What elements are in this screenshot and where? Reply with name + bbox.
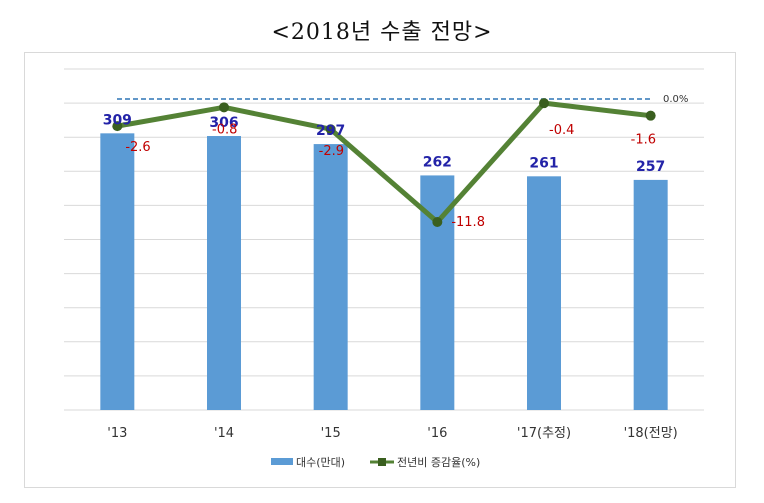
line-marker	[219, 102, 229, 113]
bar-value-label: 261	[529, 155, 558, 171]
line-marker	[432, 217, 443, 227]
x-axis-ticks: '13 '14 '15 '16 '17(추정) '18(전망)	[107, 426, 677, 441]
x-tick-label: '14	[214, 426, 234, 441]
line-value-label: -2.6	[125, 140, 150, 155]
x-tick-label: '16	[427, 426, 447, 441]
line-marker	[112, 121, 123, 132]
line-path	[116, 100, 651, 225]
reference-line-label: 0.0%	[663, 94, 688, 105]
gridlines	[64, 68, 704, 411]
bar-value-label: 262	[423, 154, 452, 170]
x-tick-label: '18(전망)	[624, 426, 678, 441]
bar-value-label: 309	[103, 112, 132, 128]
bar-value-label: 257	[636, 159, 665, 175]
legend-bar-label: 대수(만대)	[296, 456, 345, 469]
bar	[633, 179, 668, 410]
line-marker	[539, 98, 549, 109]
bar	[313, 144, 348, 410]
legend-bar-swatch	[271, 458, 293, 465]
line-value-label: -11.8	[451, 215, 485, 230]
line-marker	[325, 124, 336, 135]
legend-line-label: 전년비 증감율(%)	[397, 456, 480, 469]
x-tick-label: '13	[107, 426, 127, 441]
line-value-label: -0.8	[212, 122, 237, 137]
legend: 대수(만대) 전년비 증감율(%)	[271, 456, 480, 469]
x-tick-label: '15	[321, 426, 341, 441]
legend-line-marker	[378, 458, 386, 466]
line-value-label: -1.6	[631, 133, 656, 148]
line-value-label: -0.4	[549, 123, 574, 138]
line-series	[112, 98, 656, 227]
chart-frame	[24, 52, 736, 488]
bar	[100, 133, 135, 410]
bar	[207, 136, 241, 411]
reference-line-group: 0.0%	[117, 94, 688, 105]
data-labels: 309 306 297 262 261 257 -2.6 -0.8 -2.9 -11.8 -0.4 -…	[103, 112, 666, 230]
chart-title: <2018년 수출 전망>	[271, 20, 493, 45]
bar-value-label: 297	[316, 123, 345, 139]
bar-value-label: 306	[209, 115, 238, 131]
x-tick-label: '17(추정)	[517, 426, 571, 441]
line-marker	[645, 110, 656, 121]
line-value-label: -2.9	[319, 144, 344, 159]
bar	[527, 176, 561, 410]
